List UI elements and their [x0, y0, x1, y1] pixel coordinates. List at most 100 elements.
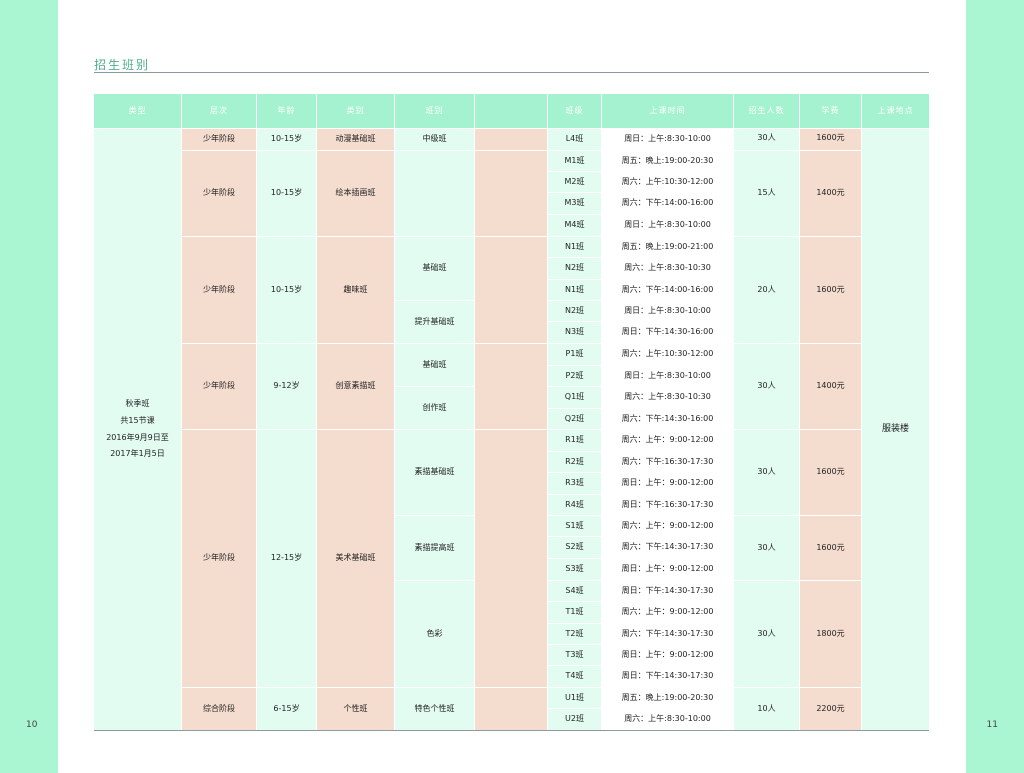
level-cell: 少年阶段	[181, 128, 256, 150]
class-time-cell: 周日：上午:8:30-10:00	[601, 365, 733, 386]
class-code-cell: N1班	[547, 236, 601, 257]
class-code-cell: Q1班	[547, 386, 601, 408]
category-cell: 美术基础班	[316, 429, 394, 687]
class-time-cell: 周日：上午：9:00-12:00	[601, 472, 733, 494]
age-cell: 10-15岁	[256, 236, 316, 343]
class-code-cell: M2班	[547, 171, 601, 192]
class-time-cell: 周六：上午：9:00-12:00	[601, 429, 733, 451]
header-category: 类别	[316, 94, 394, 128]
blank-cell	[474, 236, 547, 343]
class-time-cell: 周六：上午:8:30-10:30	[601, 386, 733, 408]
class-code-cell: T4班	[547, 665, 601, 687]
class-time-cell: 周日：下午:14:30-17:30	[601, 580, 733, 601]
page-number-left: 10	[26, 720, 38, 730]
level-cell: 少年阶段	[181, 236, 256, 343]
table-bottom-rule	[94, 730, 929, 731]
class-time-cell: 周五：晚上:19:00-20:30	[601, 150, 733, 171]
header-class-time: 上课时间	[601, 94, 733, 128]
class-code-cell: U1班	[547, 687, 601, 708]
class-type-cell: 提升基础班	[394, 300, 474, 343]
enrollment-cell: 30人	[733, 515, 799, 580]
blank-cell	[474, 128, 547, 150]
class-type-cell: 特色个性班	[394, 687, 474, 730]
class-time-cell: 周六：上午：9:00-12:00	[601, 601, 733, 623]
enrollment-cell: 30人	[733, 343, 799, 429]
fee-cell: 1400元	[799, 343, 861, 429]
class-time-cell: 周六：上午:10:30-12:00	[601, 343, 733, 365]
class-code-cell: N2班	[547, 257, 601, 279]
class-code-cell: R2班	[547, 451, 601, 472]
blank-cell	[474, 150, 547, 236]
age-cell: 6-15岁	[256, 687, 316, 730]
class-code-cell: R4班	[547, 494, 601, 515]
type-line: 2017年1月5日	[110, 449, 165, 459]
class-code-cell: T2班	[547, 623, 601, 644]
class-time-cell: 周六：上午:10:30-12:00	[601, 171, 733, 192]
category-cell: 创意素描班	[316, 343, 394, 429]
header-class-type: 班别	[394, 94, 474, 128]
type-line: 2016年9月9日至	[106, 432, 169, 442]
class-time-cell: 周日：上午:8:30-10:00	[601, 300, 733, 321]
class-time-cell: 周六：上午:8:30-10:30	[601, 257, 733, 279]
age-cell: 10-15岁	[256, 150, 316, 236]
class-type-cell: 基础班	[394, 343, 474, 386]
enrollment-cell: 15人	[733, 150, 799, 236]
type-line: 共15节课	[120, 415, 155, 425]
enrollment-cell: 30人	[733, 429, 799, 515]
class-code-cell: N3班	[547, 321, 601, 343]
class-time-cell: 周五：晚上:19:00-20:30	[601, 687, 733, 708]
header-enrollment: 招生人数	[733, 94, 799, 128]
age-cell: 10-15岁	[256, 128, 316, 150]
category-cell: 个性班	[316, 687, 394, 730]
class-code-cell: M3班	[547, 192, 601, 214]
class-time-cell: 周六：下午:14:00-16:00	[601, 279, 733, 300]
enrollment-cell: 20人	[733, 236, 799, 343]
page-number-right: 11	[986, 720, 998, 730]
enrollment-cell: 30人	[733, 580, 799, 687]
class-type-cell: 素描基础班	[394, 429, 474, 515]
class-code-cell: S3班	[547, 558, 601, 580]
class-code-cell: Q2班	[547, 408, 601, 429]
class-code-cell: P2班	[547, 365, 601, 386]
class-type-cell: 基础班	[394, 236, 474, 300]
left-margin-band	[0, 0, 58, 773]
header-type: 类型	[94, 94, 181, 128]
class-type-cell: 素描提高班	[394, 515, 474, 580]
class-time-cell: 周日：上午：9:00-12:00	[601, 558, 733, 580]
type-cell: 秋季班共15节课 2016年9月9日至 2017年1月5日	[94, 128, 181, 730]
class-code-cell: U2班	[547, 708, 601, 730]
class-code-cell: P1班	[547, 343, 601, 365]
class-time-cell: 周日：上午:8:30-10:00	[601, 128, 733, 150]
age-cell: 12-15岁	[256, 429, 316, 687]
type-line: 秋季班	[125, 398, 150, 408]
class-type-cell: 创作班	[394, 386, 474, 429]
category-cell: 动漫基础班	[316, 128, 394, 150]
class-code-cell: S4班	[547, 580, 601, 601]
header-age: 年龄	[256, 94, 316, 128]
class-code-cell: N2班	[547, 300, 601, 321]
class-code-cell: M4班	[547, 214, 601, 236]
class-code-cell: T3班	[547, 644, 601, 665]
class-type-cell: 色彩	[394, 580, 474, 687]
class-code-cell: L4班	[547, 128, 601, 150]
header-location: 上课地点	[861, 94, 929, 128]
class-time-cell: 周六：下午:14:30-17:30	[601, 536, 733, 558]
enrollment-cell: 10人	[733, 687, 799, 730]
class-code-cell: S2班	[547, 536, 601, 558]
class-type-blank	[394, 150, 474, 236]
class-time-cell: 周六：下午:14:00-16:00	[601, 192, 733, 214]
class-time-cell: 周六：上午:8:30-10:00	[601, 708, 733, 730]
location-cell: 服装楼	[861, 128, 929, 730]
class-type-cell: 中级班	[394, 128, 474, 150]
fee-cell: 1400元	[799, 150, 861, 236]
fee-cell: 1600元	[799, 236, 861, 343]
level-cell: 综合阶段	[181, 687, 256, 730]
class-time-cell: 周六：下午:14:30-16:00	[601, 408, 733, 429]
header-class-code: 班级	[547, 94, 601, 128]
class-code-cell: M1班	[547, 150, 601, 171]
section-title: 招生班别	[94, 58, 151, 72]
level-cell: 少年阶段	[181, 429, 256, 687]
fee-cell: 2200元	[799, 687, 861, 730]
header-fee: 学费	[799, 94, 861, 128]
class-time-cell: 周日：下午:14:30-17:30	[601, 665, 733, 687]
